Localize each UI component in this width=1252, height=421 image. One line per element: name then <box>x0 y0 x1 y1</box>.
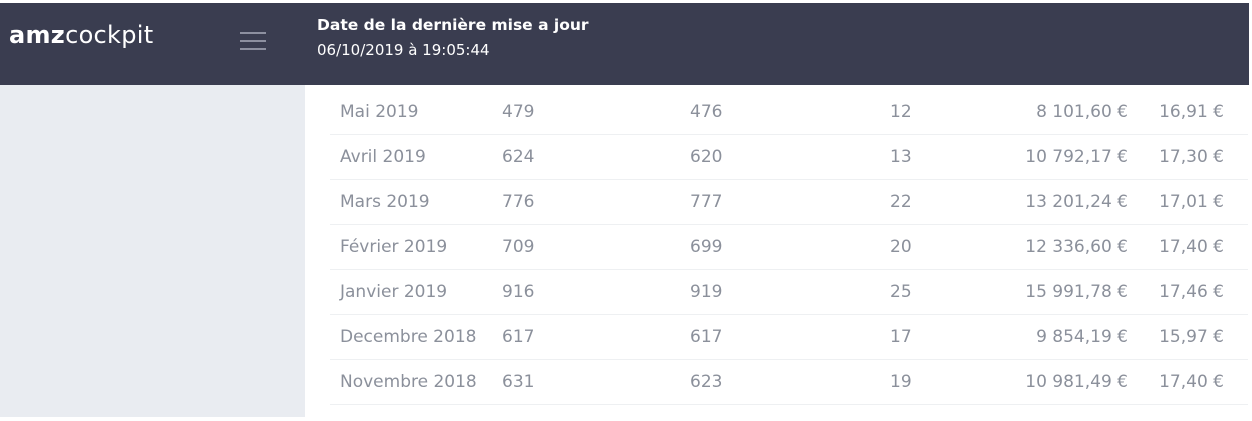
table-row: Janvier 2019 916 919 25 15 991,78 € 17,46 € <box>330 270 1248 315</box>
table-row: Février 2019 709 699 20 12 336,60 € 17,40 € <box>330 225 1248 270</box>
table-cell: 479 <box>502 102 535 122</box>
table-cell: 17,46 € <box>1159 282 1224 302</box>
table-cell: 17 <box>890 327 912 347</box>
table-cell: 17,40 € <box>1159 237 1224 257</box>
table-cell: 25 <box>890 282 912 302</box>
logo-regular: cockpit <box>65 21 154 49</box>
sidebar <box>0 85 305 417</box>
table-cell: 15 991,78 € <box>1025 282 1128 302</box>
table-cell: 12 336,60 € <box>1025 237 1128 257</box>
table-row: Mars 2019 776 777 22 13 201,24 € 17,01 € <box>330 180 1248 225</box>
table-cell: Mars 2019 <box>340 192 430 212</box>
table-cell: 17,01 € <box>1159 192 1224 212</box>
table-cell: 776 <box>502 192 535 212</box>
table-cell: 16,91 € <box>1159 102 1224 122</box>
table-cell: 15,97 € <box>1159 327 1224 347</box>
table-row: Decembre 2018 617 617 17 9 854,19 € 15,97 € <box>330 315 1248 360</box>
table-cell: 623 <box>690 372 723 392</box>
top-bar: amzcockpit Date de la dernière mise a jo… <box>0 3 1249 85</box>
table-cell: Avril 2019 <box>340 147 426 167</box>
table-cell: Janvier 2019 <box>340 282 448 302</box>
table-cell: 10 981,49 € <box>1025 372 1128 392</box>
table-cell: 699 <box>690 237 723 257</box>
logo-bold: amz <box>9 21 66 49</box>
table-cell: 20 <box>890 237 912 257</box>
table-cell: 12 <box>890 102 912 122</box>
menu-line <box>240 48 266 50</box>
table-cell: 22 <box>890 192 912 212</box>
table-cell: 9 854,19 € <box>1036 327 1128 347</box>
table-cell: 17,30 € <box>1159 147 1224 167</box>
table-row: Mai 2019 479 476 12 8 101,60 € 16,91 € <box>330 90 1248 135</box>
logo[interactable]: amzcockpit <box>9 21 153 49</box>
table-cell: 13 201,24 € <box>1025 192 1128 212</box>
table-cell: 19 <box>890 372 912 392</box>
table-cell: 13 <box>890 147 912 167</box>
table-cell: Mai 2019 <box>340 102 419 122</box>
table-cell: 17,40 € <box>1159 372 1224 392</box>
table-cell: 919 <box>690 282 723 302</box>
menu-line <box>240 40 266 42</box>
table-cell: 617 <box>690 327 723 347</box>
table-cell: 617 <box>502 327 535 347</box>
menu-line <box>240 32 266 34</box>
menu-button[interactable] <box>240 32 266 52</box>
table-cell: Novembre 2018 <box>340 372 477 392</box>
table-cell: 709 <box>502 237 535 257</box>
table-cell: 777 <box>690 192 723 212</box>
update-title: Date de la dernière mise a jour <box>317 16 589 34</box>
table-cell: Février 2019 <box>340 237 448 257</box>
table-cell: Decembre 2018 <box>340 327 477 347</box>
table-cell: 620 <box>690 147 723 167</box>
update-date: 06/10/2019 à 19:05:44 <box>317 41 490 59</box>
table-cell: 631 <box>502 372 535 392</box>
table-row: Novembre 2018 631 623 19 10 981,49 € 17,40 € <box>330 360 1248 405</box>
table-cell: 10 792,17 € <box>1025 147 1128 167</box>
table-cell: 8 101,60 € <box>1036 102 1128 122</box>
table-cell: 624 <box>502 147 535 167</box>
table-row: Avril 2019 624 620 13 10 792,17 € 17,30 € <box>330 135 1248 180</box>
table: Mai 2019 479 476 12 8 101,60 € 16,91 € Avril 2… <box>330 90 1248 405</box>
table-cell: 476 <box>690 102 723 122</box>
table-cell: 916 <box>502 282 535 302</box>
